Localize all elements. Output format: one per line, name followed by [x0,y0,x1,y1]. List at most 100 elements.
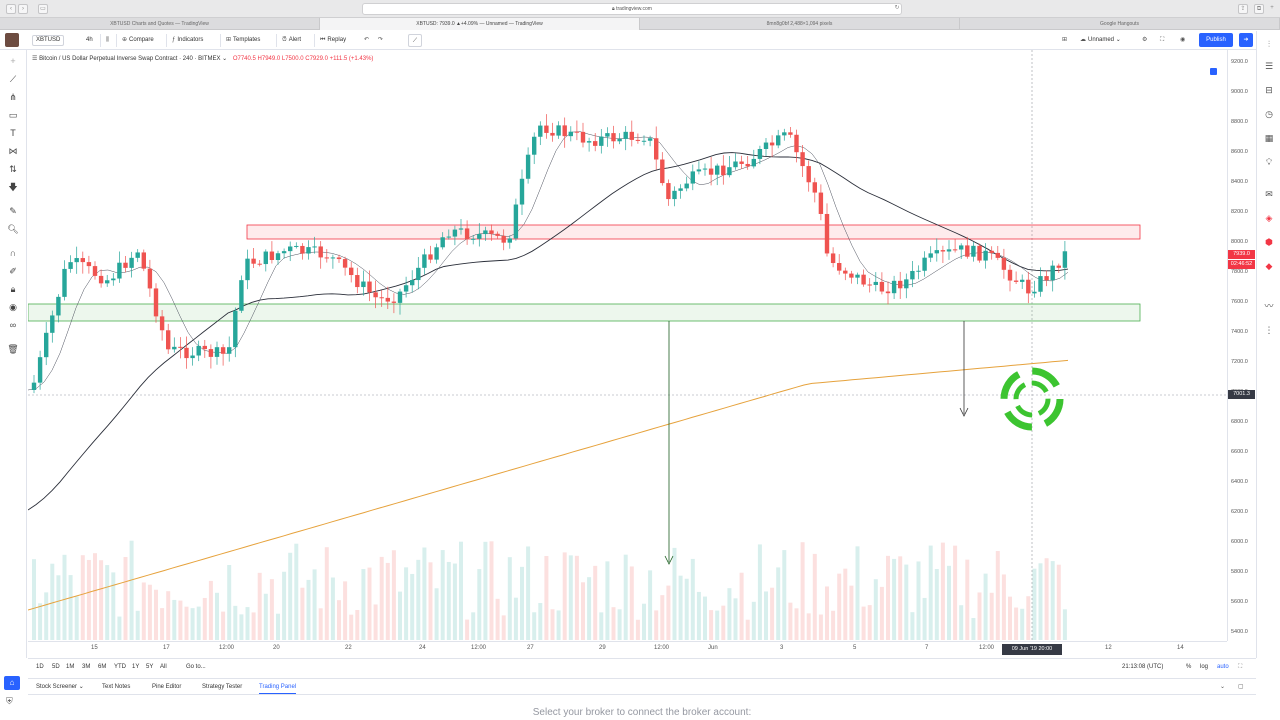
drawing-mode-button[interactable]: ⟋ [408,34,422,47]
pattern-icon[interactable]: ⋈ [8,146,18,156]
price-scale[interactable]: 9200.0 9000.0 8800.0 8600.0 8400.0 8200.0 8000… [1227,50,1256,641]
layout-grid-button[interactable]: ⊞ [1062,34,1069,47]
browser-tab[interactable]: Google Hangouts [960,18,1280,30]
streams-icon[interactable]: ⬢ [1265,237,1273,247]
brush-icon[interactable]: ✎ [9,206,17,216]
range-button-5y[interactable]: 5Y [146,664,154,670]
tab-strategy-tester[interactable]: Strategy Tester [202,684,243,690]
legend-chevron-icon[interactable]: ⌄ [222,56,228,62]
pencil-lock-icon[interactable]: ✐ [9,266,17,276]
new-tab-icon[interactable]: + [1270,5,1274,11]
measure-icon[interactable]: ⇅ [9,164,17,174]
candle-body [519,178,525,205]
shield-icon[interactable]: ⛨ [6,696,13,706]
alerts-clock-icon[interactable]: ◷ [1265,109,1273,119]
sidebar-collapse-icon[interactable]: ⫶ [1267,39,1271,49]
back-icon[interactable]: ‹ [6,4,16,14]
chat-icon[interactable]: ✉ [1265,189,1273,199]
watchlist-icon[interactable]: ☰ [1264,61,1274,71]
range-button-3m[interactable]: 3M [82,664,91,670]
layout-name-button[interactable]: ☁︎ Unnamed ⌄ [1080,34,1121,47]
time-scale[interactable]: 15 17 12:00 20 22 24 12:00 27 29 12:00 Jun 3 5 7 12:00… [28,641,1227,657]
browser-tab-active[interactable]: XBTUSD: 7939.0 ▲+4.09% — Unnamed — Tradi… [320,18,640,30]
symbol-search-input[interactable]: XBTUSD [32,35,65,46]
range-button-1y[interactable]: 1Y [132,664,140,670]
chart-pane[interactable] [28,50,1227,641]
volume-bar [886,555,890,640]
lock-icon[interactable]: 🔒︎ [10,284,16,294]
support-zone [28,303,1141,322]
messages-icon[interactable]: ◆ [1265,261,1273,271]
tab-text-notes[interactable]: Text Notes [102,684,131,690]
replay-button[interactable]: ⏮︎ Replay [320,34,346,47]
publish-button[interactable]: Publish [1199,33,1233,47]
share-icon[interactable]: ⇪ [1238,4,1248,14]
tabs-overview-icon[interactable]: ⧉ [1254,4,1264,14]
maximize-panel-icon[interactable]: ▢ [1238,684,1244,690]
fit-screen-icon[interactable]: ⛶ [1238,664,1243,670]
chart-style-button[interactable]: ⫼ [106,34,111,47]
crosshair-icon[interactable]: + [10,56,16,66]
range-button-5d[interactable]: 5D [52,664,60,670]
range-button-ytd[interactable]: YTD [114,664,126,670]
alert-button[interactable]: ⏰︎ Alert [282,34,301,47]
legend-menu-icon[interactable]: ☰ [32,56,38,62]
publish-menu-button[interactable]: ➜ [1239,33,1253,47]
sidebar-toggle-icon[interactable]: ▭ [38,4,48,14]
candle-body [544,125,549,133]
account-panel-icon[interactable]: ⌂ [4,676,20,690]
price-tick-label: 6000.0 [1231,539,1248,545]
auto-toggle[interactable]: auto [1217,664,1229,670]
details-icon[interactable]: ⊟ [1265,85,1273,95]
range-button-all[interactable]: All [160,664,167,670]
link-icon[interactable]: ∞ [9,320,17,330]
notifications-icon[interactable]: ◈ [1265,213,1273,223]
range-button-1m[interactable]: 1M [66,664,75,670]
templates-button[interactable]: ⊞ Templates [226,34,260,47]
price-chart[interactable] [28,50,1227,641]
zoom-icon[interactable]: 🔍︎ [7,224,19,234]
eye-icon[interactable]: ◉ [9,302,17,312]
settings-button[interactable]: ⚙ [1142,34,1149,47]
fullscreen-button[interactable]: ⛶ [1160,34,1166,47]
reload-icon[interactable]: ↻ [894,5,900,11]
compare-button[interactable]: ⊕ Compare [122,34,154,47]
tab-pine-editor[interactable]: Pine Editor [152,684,182,690]
utc-clock[interactable]: 21:13:08 (UTC) [1122,664,1164,670]
range-button-1d[interactable]: 1D [36,664,44,670]
arrow-down-icon[interactable]: 🡇 [8,182,18,192]
date-range-bar: 1D 5D 1M 3M 6M YTD 1Y 5Y All Go to... 21:13:08 (… [28,658,1256,674]
fullscreen-icon: ⛶ [1160,37,1165,43]
minimize-panel-icon[interactable]: ⌄ [1220,684,1226,690]
volume-bar [154,589,158,640]
pitchfork-icon[interactable]: ⋔ [9,92,17,102]
dom-icon[interactable]: ⋮ [1264,325,1274,335]
avatar[interactable] [5,33,19,47]
text-icon[interactable]: T [10,128,16,138]
ideas-bulb-icon[interactable]: 💡︎ [1265,157,1273,167]
trend-line-icon[interactable]: ⟋ [9,74,17,84]
log-toggle[interactable]: log [1200,664,1209,670]
volume-bar [239,614,244,640]
rectangle-icon[interactable]: ▭ [8,110,18,120]
calendar-icon[interactable]: ▦ [1264,133,1274,143]
browser-tab[interactable]: XBTUSD Charts and Quotes — TradingView [0,18,320,30]
tab-trading-panel[interactable]: Trading Panel [259,682,297,694]
candle-body [647,138,653,141]
goto-date-button[interactable]: Go to... [186,664,206,670]
browser-tab[interactable]: 8mn8g0bf 2,488×1,094 pixels [640,18,960,30]
signal-icon[interactable]: 〰 [1264,301,1274,311]
price-tick-label: 7200.0 [1231,359,1248,365]
magnet-icon[interactable]: ∩ [9,248,17,258]
trash-icon[interactable]: 🗑︎ [7,344,19,354]
snapshot-button[interactable]: ◉ [1180,34,1187,47]
redo-button[interactable]: ↷ [378,34,385,47]
tab-stock-screener[interactable]: Stock Screener ⌄ [36,682,84,693]
undo-button[interactable]: ↶ [364,34,371,47]
interval-button[interactable]: 4h [86,37,93,43]
forward-icon[interactable]: › [18,4,28,14]
address-bar[interactable]: 🔒︎ tradingview.com [362,3,902,15]
indicators-button[interactable]: ƒ Indicators [172,34,203,47]
percent-toggle[interactable]: % [1186,664,1192,670]
range-button-6m[interactable]: 6M [98,664,107,670]
